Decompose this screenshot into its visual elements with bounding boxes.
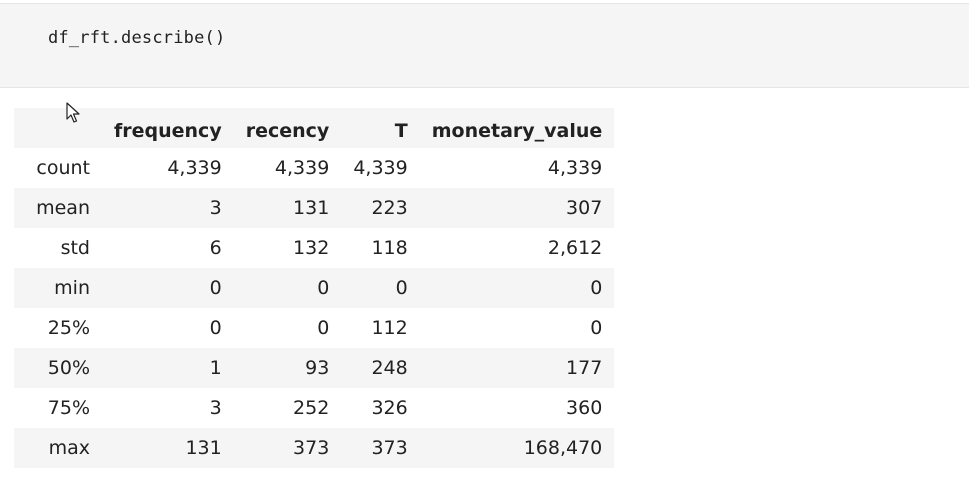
table-cell: 0 xyxy=(209,317,222,339)
table-cell: 307 xyxy=(566,197,603,219)
table-row: max 131 373 373 168,470 xyxy=(14,428,615,468)
table-row: std 6 132 118 2,612 xyxy=(14,228,614,268)
table-body: count 4,339 4,339 4,339 4,339 mean 3 131… xyxy=(14,148,615,468)
table-cell: 3 xyxy=(209,197,222,219)
column-header-recency: recency xyxy=(233,108,342,148)
table-cell: 112 xyxy=(371,317,408,339)
table-cell: 2,612 xyxy=(547,237,603,259)
code-cell[interactable]: df_rft.describe() xyxy=(0,3,969,88)
mouse-pointer-icon xyxy=(66,102,80,123)
column-header-t: T xyxy=(341,108,420,148)
table-cell: 4,339 xyxy=(547,157,603,179)
table-cell: 132 xyxy=(293,237,330,259)
table-cell: 0 xyxy=(317,317,330,339)
column-header-monetary-value: monetary_value xyxy=(419,108,615,148)
table-cell: 360 xyxy=(566,397,603,419)
row-index: 75% xyxy=(47,397,90,419)
column-header-frequency: frequency xyxy=(102,108,234,148)
table-cell: 0 xyxy=(590,277,603,299)
row-index: min xyxy=(54,277,90,299)
row-index: max xyxy=(48,437,90,459)
table-cell: 1 xyxy=(209,357,222,379)
cell-output: frequency recency T monetary_value count… xyxy=(14,108,615,468)
table-row: 50% 1 93 248 177 xyxy=(14,348,615,388)
table-cell: 248 xyxy=(371,357,408,379)
table-cell: 6 xyxy=(209,237,222,259)
table-cell: 0 xyxy=(395,277,408,299)
table-cell: 168,470 xyxy=(523,437,603,459)
row-index: count xyxy=(36,157,90,179)
code-cell-source[interactable]: df_rft.describe() xyxy=(48,28,226,48)
describe-table: frequency recency T monetary_value count… xyxy=(14,108,615,468)
table-cell: 93 xyxy=(305,357,330,379)
table-cell: 0 xyxy=(209,277,222,299)
table-cell: 177 xyxy=(566,357,603,379)
table-cell: 373 xyxy=(371,437,408,459)
table-cell: 131 xyxy=(293,197,330,219)
table-cell: 0 xyxy=(590,317,603,339)
table-cell: 118 xyxy=(371,237,408,259)
table-cell: 223 xyxy=(371,197,408,219)
index-header xyxy=(14,108,102,148)
table-row: 25% 0 0 112 0 xyxy=(14,308,614,348)
table-cell: 131 xyxy=(185,437,222,459)
table-cell: 252 xyxy=(293,397,330,419)
table-cell: 3 xyxy=(209,397,222,419)
row-index: 50% xyxy=(47,357,90,379)
table-cell: 326 xyxy=(371,397,408,419)
row-index: 25% xyxy=(47,317,90,339)
table-cell: 373 xyxy=(293,437,330,459)
table-cell: 4,339 xyxy=(167,157,222,179)
table-header: frequency recency T monetary_value xyxy=(14,108,615,148)
table-row: mean 3 131 223 307 xyxy=(14,188,615,228)
table-cell: 0 xyxy=(317,277,330,299)
table-row: min 0 0 0 0 xyxy=(14,268,615,308)
table-row: count 4,339 4,339 4,339 4,339 xyxy=(14,148,614,188)
table-row: 75% 3 252 326 360 xyxy=(14,388,614,428)
header-row: frequency recency T monetary_value xyxy=(14,108,615,148)
row-index: std xyxy=(60,237,90,259)
table-cell: 4,339 xyxy=(353,157,408,179)
row-index: mean xyxy=(36,197,90,219)
table-cell: 4,339 xyxy=(274,157,330,179)
